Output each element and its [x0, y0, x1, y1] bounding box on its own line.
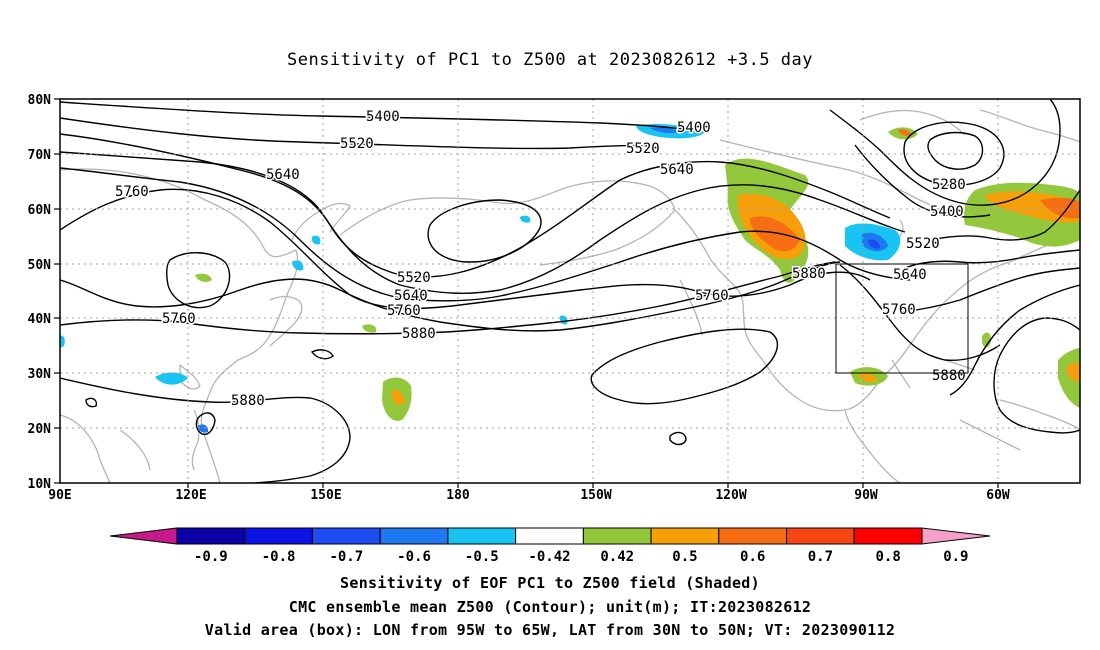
colorbar-low-triangle — [109, 527, 178, 545]
lat-label: 40N — [28, 312, 52, 327]
lat-label: 50N — [28, 258, 52, 273]
colorbar-boxes — [176, 527, 923, 545]
contour-label: 5760 — [882, 302, 916, 318]
colorbar-label: -0.7 — [329, 549, 363, 565]
contour-label: 5640 — [394, 288, 428, 304]
colorbar-swatch — [853, 527, 923, 545]
contour-label: 5520 — [340, 136, 374, 152]
colorbar-label: 0.9 — [943, 549, 968, 565]
colorbar-label: 0.5 — [672, 549, 697, 565]
lon-label: 180 — [446, 488, 470, 503]
colorbar-swatch — [244, 527, 313, 545]
footer-line-2: CMC ensemble mean Z500 (Contour); unit(m… — [288, 598, 812, 616]
lat-label: 20N — [28, 422, 52, 437]
contour-label: 5760 — [162, 311, 196, 327]
colorbar-label: 0.8 — [875, 549, 900, 565]
contour-label: 5640 — [266, 167, 300, 183]
colorbar-label: -0.9 — [194, 549, 228, 565]
lon-label: 150E — [310, 488, 341, 503]
contour-label: 5880 — [932, 368, 966, 384]
figure-title: Sensitivity of PC1 to Z500 at 2023082612… — [286, 50, 813, 70]
colorbar-swatch — [311, 527, 381, 545]
colorbar-high-triangle — [921, 527, 991, 545]
contour-label: 5880 — [231, 393, 265, 409]
lat-axis: 80N 70N 60N 50N 40N 30N 20N 10N — [28, 93, 52, 492]
contour-label: 5520 — [906, 236, 940, 252]
valid-area-box — [835, 263, 969, 374]
lon-label: 150W — [580, 488, 611, 503]
map-frame — [59, 98, 1081, 484]
colorbar-swatch — [447, 527, 517, 545]
lat-label: 60N — [28, 203, 52, 218]
graticule — [60, 99, 1080, 483]
contour-label: 5880 — [792, 266, 826, 282]
lat-label: 70N — [28, 148, 52, 163]
colorbar-label: 0.6 — [740, 549, 765, 565]
contour-label: 5280 — [932, 177, 966, 193]
lon-label: 90E — [48, 488, 71, 503]
colorbar-label: -0.5 — [465, 549, 499, 565]
lon-ticks — [187, 483, 999, 488]
colorbar-labels: -0.9 -0.8 -0.7 -0.6 -0.5 -0.42 0.42 0.5 0.6 0.7 0.… — [194, 549, 969, 565]
lat-label: 30N — [28, 367, 52, 382]
colorbar-label: 0.7 — [808, 549, 833, 565]
colorbar-swatch — [718, 527, 788, 545]
lon-axis: 90E 120E 150E 180 150W 120W 90W 60W — [48, 488, 1010, 503]
colorbar-label: -0.8 — [262, 549, 296, 565]
colorbar-swatch — [176, 527, 246, 545]
contour-label: 5760 — [115, 184, 149, 200]
colorbar-swatch — [650, 527, 720, 545]
contour-labels: 5400 5520 5640 5760 5760 5520 5640 5760 … — [114, 108, 968, 411]
lon-label: 120E — [175, 488, 206, 503]
contour-label: 5640 — [893, 267, 927, 283]
contour-label: 5400 — [677, 120, 711, 136]
colorbar-label: -0.42 — [528, 549, 570, 565]
colorbar-swatch — [515, 527, 584, 545]
footer-line-1: Sensitivity of EOF PC1 to Z500 field (Sh… — [340, 574, 760, 592]
z500-contours — [60, 99, 1080, 483]
colorbar-label: 0.42 — [600, 549, 634, 565]
colorbar-label: -0.6 — [397, 549, 431, 565]
lon-label: 60W — [986, 488, 1010, 503]
lat-label: 10N — [28, 477, 52, 492]
colorbar-swatch — [582, 527, 652, 545]
contour-label: 5520 — [397, 270, 431, 286]
contour-label: 5400 — [930, 204, 964, 220]
contour-label: 5520 — [626, 141, 660, 157]
colorbar: -0.9 -0.8 -0.7 -0.6 -0.5 -0.42 0.42 0.5 0.6 0.7 0.… — [109, 527, 991, 565]
contour-label: 5640 — [660, 162, 694, 178]
footer-line-3: Valid area (box): LON from 95W to 65W, L… — [204, 621, 896, 639]
lon-label: 90W — [854, 488, 878, 503]
colorbar-swatch — [379, 527, 449, 545]
colorbar-swatch — [786, 527, 855, 545]
contour-label: 5880 — [402, 326, 436, 342]
lat-label: 80N — [28, 93, 52, 108]
contour-label: 5760 — [695, 288, 729, 304]
contour-label: 5400 — [366, 109, 400, 125]
lat-ticks — [54, 98, 60, 484]
lon-label: 120W — [715, 488, 746, 503]
contour-label: 5760 — [387, 303, 421, 319]
